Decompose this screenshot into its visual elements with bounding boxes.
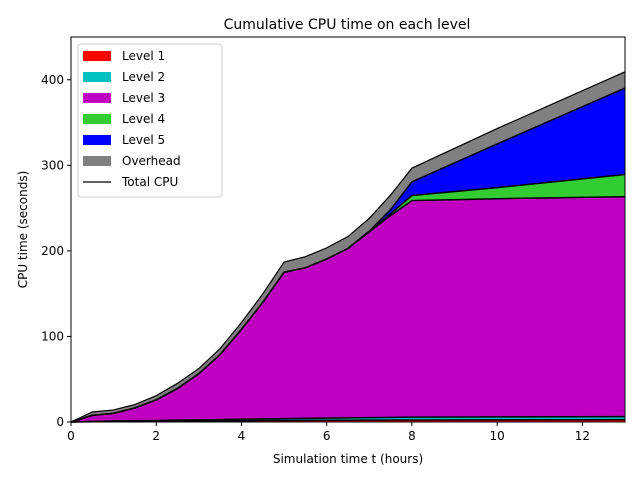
- y-tick-label: 400: [41, 73, 64, 87]
- legend-label-level-4: Level 4: [122, 112, 165, 126]
- x-tick-label: 0: [67, 429, 75, 443]
- legend-swatch-level-5: [83, 135, 111, 145]
- legend: Level 1 Level 2 Level 3 Level 4 Level 5 Overh…: [77, 43, 223, 198]
- area-level-3: [71, 196, 625, 422]
- x-tick-label: 4: [238, 429, 246, 443]
- y-tick-label: 300: [41, 158, 64, 172]
- legend-label-overhead: Overhead: [122, 154, 181, 168]
- x-tick-label: 8: [408, 429, 416, 443]
- y-axis-label: CPU time (seconds): [16, 171, 30, 289]
- legend-label-level-5: Level 5: [122, 133, 165, 147]
- legend-swatch-level-1: [83, 51, 111, 61]
- total-cpu-line: [70, 71, 626, 423]
- x-axis-label: Simulation time t (hours): [273, 452, 423, 466]
- area-level-5: [71, 88, 625, 422]
- legend-label-level-2: Level 2: [122, 70, 165, 84]
- legend-swatch-level-3: [83, 93, 111, 103]
- y-tick-label: 200: [41, 244, 64, 258]
- legend-swatch-level-2: [83, 72, 111, 82]
- boundary-lines: [70, 71, 626, 423]
- chart-title: Cumulative CPU time on each level: [224, 17, 471, 33]
- x-tick-label: 6: [323, 429, 331, 443]
- y-tick-label: 0: [56, 415, 64, 429]
- boundary-line-level-2: [70, 415, 626, 423]
- legend-label-total-cpu: Total CPU: [121, 175, 178, 189]
- plot-frame: [70, 36, 626, 423]
- legend-box: [77, 43, 223, 198]
- x-tick-label: 2: [152, 429, 160, 443]
- boundary-line-level-5: [70, 87, 626, 423]
- area-overhead: [71, 71, 625, 422]
- x-axis-ticks: 0 2 4 6 8 10 12: [67, 422, 590, 443]
- legend-label-level-1: Level 1: [122, 49, 165, 63]
- y-axis-ticks: 0 100 200 300 400: [41, 73, 71, 429]
- y-tick-label: 100: [41, 329, 64, 343]
- legend-label-level-3: Level 3: [122, 91, 165, 105]
- x-tick-label: 10: [490, 429, 505, 443]
- legend-swatch-overhead: [83, 156, 111, 166]
- x-tick-label: 12: [575, 429, 590, 443]
- legend-swatch-level-4: [83, 114, 111, 124]
